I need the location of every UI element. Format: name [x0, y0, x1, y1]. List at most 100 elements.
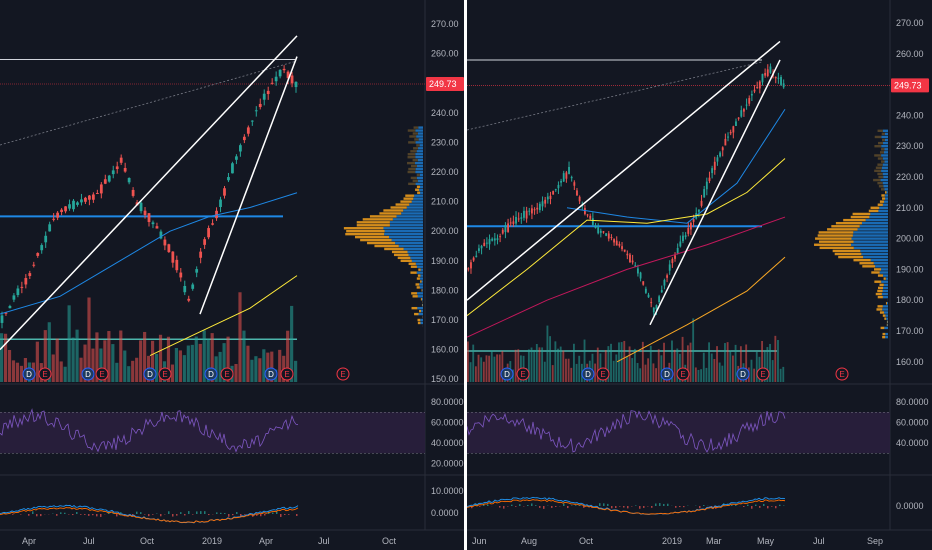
volume-profile-down [416, 173, 420, 177]
volume-profile-up [413, 197, 423, 200]
moving-average-line [149, 275, 298, 356]
earnings-marker-label: D [585, 370, 591, 379]
volume-bar [103, 340, 107, 382]
macd-histogram [643, 506, 645, 508]
candle-body [705, 181, 708, 190]
macd-histogram [132, 514, 134, 516]
volume-profile-down [832, 249, 861, 253]
volume-bar [270, 351, 274, 382]
earnings-marker[interactable] [143, 367, 157, 381]
price-axis-label: 240.00 [896, 110, 924, 120]
dotted-trend-line [0, 61, 296, 146]
trend-line[interactable] [0, 35, 298, 351]
candle-body [721, 147, 724, 151]
volume-profile-up [882, 274, 888, 277]
candle-body [20, 286, 24, 288]
earnings-marker[interactable] [95, 367, 109, 381]
time-axis-label: Jul [813, 536, 825, 546]
volume-bar [750, 359, 753, 382]
earnings-marker-label: D [268, 370, 274, 379]
volume-bar [290, 305, 294, 382]
pane-separator[interactable] [464, 0, 467, 550]
volume-profile-down [881, 194, 885, 197]
candle-body [660, 290, 663, 293]
macd-histogram [655, 503, 657, 506]
earnings-marker[interactable] [835, 367, 849, 381]
earnings-marker[interactable] [264, 367, 278, 381]
earnings-marker[interactable] [336, 367, 350, 381]
volume-profile-down [417, 274, 421, 277]
macd-histogram [220, 512, 222, 514]
earnings-marker[interactable] [204, 367, 218, 381]
earnings-marker-label: E [224, 370, 229, 379]
earnings-marker[interactable] [280, 367, 294, 381]
candle-body [634, 265, 637, 267]
volume-profile-up [415, 129, 423, 132]
candle-body [91, 194, 95, 200]
candle-body [737, 117, 740, 119]
trend-line[interactable] [467, 40, 781, 301]
left-chart-pane[interactable]: 270.00260.00250.00240.00230.00220.00210.… [0, 0, 465, 550]
volume-bar [649, 345, 652, 382]
trend-line[interactable] [649, 59, 781, 326]
moving-average-line [0, 192, 298, 315]
volume-bar [170, 364, 175, 382]
earnings-marker-label: D [26, 370, 32, 379]
volume-bar [657, 349, 660, 382]
volume-bar [673, 349, 676, 382]
earnings-marker[interactable] [158, 367, 172, 381]
volume-bar [0, 333, 4, 382]
earnings-marker[interactable] [38, 367, 52, 381]
earnings-marker[interactable] [220, 367, 234, 381]
volume-bar [628, 346, 631, 382]
candle-body [716, 157, 719, 162]
volume-profile-up [408, 253, 423, 257]
earnings-marker[interactable] [676, 367, 690, 381]
volume-profile-up [415, 182, 423, 186]
volume-profile-down [817, 234, 853, 237]
volume-profile-down [880, 188, 885, 191]
volume-profile-down [838, 255, 864, 259]
volume-profile-down [379, 212, 402, 215]
candle-body [266, 90, 270, 95]
candle-body [483, 242, 486, 247]
earnings-marker[interactable] [500, 367, 514, 381]
volume-profile-down [416, 185, 420, 188]
candle-body [671, 259, 674, 263]
volume-profile-down [420, 298, 422, 301]
candle-body [703, 189, 706, 198]
volume-profile-down [411, 306, 418, 310]
volume-profile-down [412, 132, 418, 135]
earnings-marker[interactable] [22, 367, 36, 381]
earnings-marker-label: D [208, 370, 214, 379]
left-chart-svg[interactable]: 270.00260.00250.00240.00230.00220.00210.… [0, 0, 465, 550]
volume-profile-up [883, 175, 888, 179]
rsi-band [0, 412, 425, 454]
volume-profile-down [393, 253, 409, 257]
earnings-marker[interactable] [736, 367, 750, 381]
volume-profile-down [852, 212, 871, 216]
volume-profile-down [421, 304, 423, 307]
volume-profile-up [851, 243, 888, 246]
right-chart-pane[interactable]: 270.00260.00250.00240.00230.00220.00210.… [467, 0, 932, 550]
volume-profile-down [873, 178, 881, 182]
macd-histogram [200, 511, 202, 514]
earnings-marker[interactable] [660, 367, 674, 381]
right-chart-svg[interactable]: 270.00260.00250.00240.00230.00220.00210.… [467, 0, 932, 550]
earnings-marker[interactable] [516, 367, 530, 381]
volume-profile-down [818, 231, 854, 234]
volume-profile-down [881, 132, 885, 136]
rsi-line [467, 410, 786, 453]
trend-line[interactable] [199, 56, 298, 315]
earnings-marker[interactable] [596, 367, 610, 381]
volume-profile-down [415, 188, 420, 191]
volume-bar [115, 362, 119, 382]
volume-profile-up [419, 185, 423, 188]
earnings-marker[interactable] [581, 367, 595, 381]
candle-body [533, 209, 536, 211]
volume-profile-up [885, 314, 888, 317]
earnings-marker[interactable] [756, 367, 770, 381]
earnings-marker[interactable] [81, 367, 95, 381]
volume-bar [716, 346, 718, 382]
volume-profile-up [415, 153, 423, 156]
